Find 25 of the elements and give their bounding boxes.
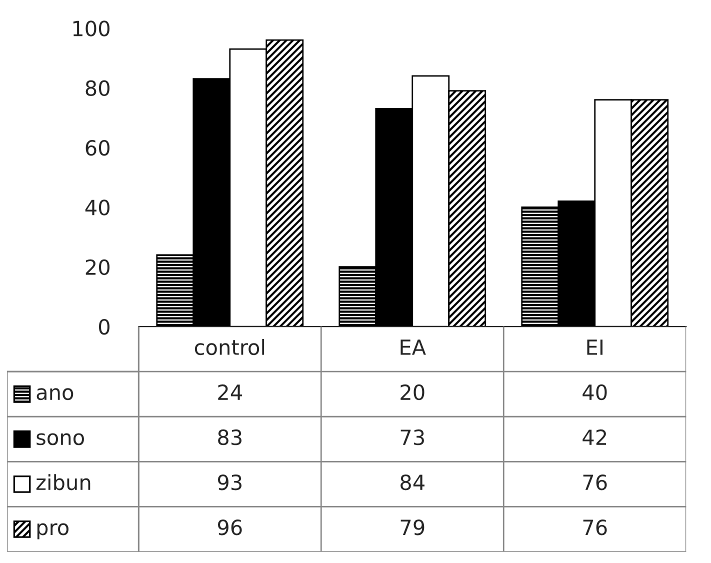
data-label: 42 <box>582 429 606 445</box>
x-tick-label: EA <box>400 340 426 355</box>
data-label: 40 <box>582 384 607 400</box>
data-label: 93 <box>218 474 242 490</box>
data-label: 76 <box>583 520 607 536</box>
y-tick-label: 40 <box>85 200 110 216</box>
data-label: 83 <box>218 429 242 446</box>
data-label: 79 <box>400 520 424 536</box>
data-label: 96 <box>218 520 242 536</box>
y-tick-label: 20 <box>86 259 110 276</box>
y-tick-label: 100 <box>73 20 110 36</box>
legend-label: ano <box>36 388 74 400</box>
x-tick-label: control <box>194 338 264 356</box>
data-label: 20 <box>400 384 424 400</box>
y-tick-label: 80 <box>86 80 110 96</box>
legend-label: sono <box>36 433 84 446</box>
legend-label: pro <box>37 523 68 540</box>
x-tick-label: EI <box>587 340 602 355</box>
data-label: 84 <box>400 474 424 490</box>
data-label: 76 <box>583 474 607 490</box>
legend-label: zibun <box>36 474 90 490</box>
data-label: 24 <box>218 384 242 400</box>
y-tick-label: 60 <box>86 140 110 156</box>
data-label: 73 <box>400 429 424 446</box>
y-tick-label: 0 <box>98 318 110 335</box>
